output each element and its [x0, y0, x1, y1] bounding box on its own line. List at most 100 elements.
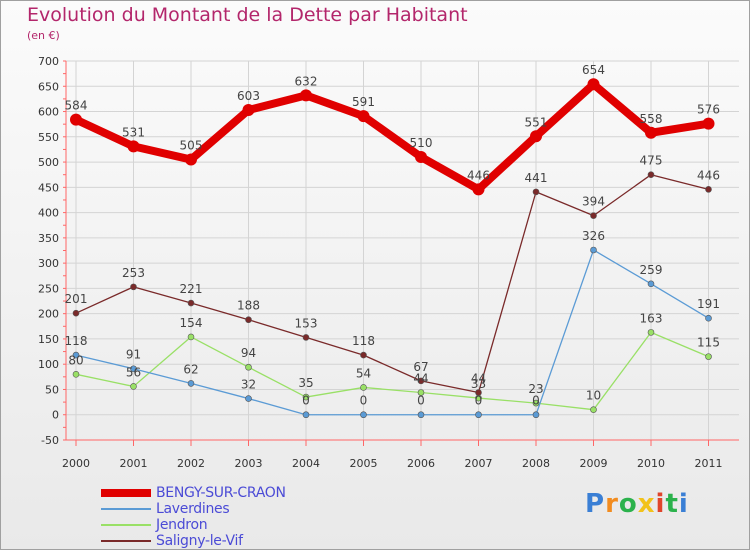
data-point — [530, 130, 542, 143]
y-tick-label: 200 — [38, 308, 59, 321]
logo-letter: x — [637, 489, 656, 519]
data-point — [130, 283, 137, 291]
x-tick-label: 2000 — [62, 457, 90, 470]
data-point — [300, 89, 312, 102]
data-label: 0 — [532, 394, 540, 408]
data-point — [415, 151, 427, 164]
series-line-laverdines — [75, 249, 709, 416]
data-label: 603 — [237, 89, 260, 103]
data-point — [360, 351, 367, 359]
data-label: 115 — [697, 336, 720, 350]
data-point — [647, 329, 655, 336]
data-label: 44 — [413, 371, 428, 385]
data-point — [417, 389, 425, 396]
logo-letter: t — [665, 489, 679, 519]
data-point — [187, 299, 195, 307]
data-label: 253 — [122, 266, 145, 280]
y-tick-label: -50 — [41, 434, 59, 447]
legend-swatch — [101, 524, 151, 526]
y-tick-label: 300 — [38, 257, 59, 270]
y-tick-label: 550 — [38, 131, 59, 144]
logo-letter: P — [585, 489, 606, 519]
data-label: 80 — [68, 353, 83, 367]
series-line-jendron — [75, 331, 709, 411]
data-point — [245, 363, 252, 371]
y-tick-label: 450 — [38, 181, 59, 194]
data-point — [70, 113, 82, 126]
logo-letter: r — [605, 489, 619, 519]
data-label: 326 — [582, 229, 605, 243]
data-label: 10 — [586, 389, 601, 403]
data-point — [705, 186, 712, 193]
legend-label: Saligny-le-Vif — [156, 533, 243, 549]
y-tick-label: 50 — [45, 383, 59, 396]
data-label: 94 — [241, 346, 256, 360]
y-tick-label: 150 — [38, 333, 59, 346]
data-point — [130, 365, 137, 373]
data-label: 591 — [352, 95, 375, 109]
data-point — [130, 383, 137, 390]
data-point — [475, 411, 482, 419]
data-label: 0 — [417, 394, 425, 408]
data-label: 33 — [471, 377, 486, 391]
data-point — [72, 309, 80, 317]
y-tick-label: 100 — [38, 358, 59, 371]
data-label: 475 — [640, 154, 663, 168]
y-tick-label: 700 — [38, 55, 59, 68]
data-point — [360, 411, 367, 419]
data-label: 505 — [180, 139, 203, 153]
legend-swatch — [101, 489, 151, 497]
data-point — [590, 406, 597, 413]
data-label: 35 — [298, 376, 313, 390]
data-point — [532, 188, 540, 196]
data-label: 551 — [525, 115, 548, 129]
chart-subtitle: (en €) — [27, 29, 60, 42]
data-label: 56 — [126, 365, 141, 379]
data-label: 0 — [360, 394, 368, 408]
data-point — [72, 371, 80, 378]
data-point — [302, 334, 310, 341]
x-tick-label: 2003 — [235, 457, 263, 470]
data-label: 654 — [582, 63, 605, 77]
data-label: 446 — [697, 168, 720, 182]
y-tick-label: 400 — [38, 207, 59, 220]
logo-letter: i — [678, 489, 689, 519]
y-tick-label: 650 — [38, 80, 59, 93]
y-tick-label: 0 — [52, 409, 59, 422]
legend-item: Laverdines — [101, 501, 361, 517]
data-point — [242, 104, 255, 117]
data-label: 118 — [352, 334, 375, 348]
data-label: 23 — [528, 382, 543, 396]
x-tick-label: 2007 — [465, 457, 493, 470]
data-point — [187, 333, 195, 341]
y-tick-label: 350 — [38, 232, 59, 245]
data-label: 558 — [640, 112, 663, 126]
data-label: 118 — [65, 334, 88, 348]
data-label: 510 — [410, 136, 433, 150]
data-point — [705, 314, 712, 322]
data-point — [645, 126, 657, 139]
x-tick-label: 2002 — [177, 457, 205, 470]
data-point — [587, 78, 600, 91]
data-label: 154 — [180, 316, 203, 330]
data-label: 153 — [295, 316, 318, 330]
x-tick-label: 2005 — [350, 457, 378, 470]
legend-swatch — [101, 540, 151, 542]
logo-letter: o — [618, 489, 638, 519]
chart-title: Evolution du Montant de la Dette par Hab… — [27, 4, 468, 26]
data-point — [417, 377, 425, 385]
data-label: 32 — [241, 378, 256, 392]
data-label: 44 — [471, 371, 486, 385]
data-point — [360, 384, 367, 391]
legend-item: Saligny-le-Vif — [101, 533, 361, 549]
x-tick-label: 2008 — [522, 457, 550, 470]
data-point — [647, 171, 655, 178]
data-label: 54 — [356, 366, 371, 380]
data-point — [590, 246, 597, 254]
data-point — [702, 117, 715, 130]
proxiti-logo: Proxiti — [585, 489, 689, 519]
x-tick-label: 2009 — [580, 457, 608, 470]
data-label: 441 — [525, 171, 548, 185]
